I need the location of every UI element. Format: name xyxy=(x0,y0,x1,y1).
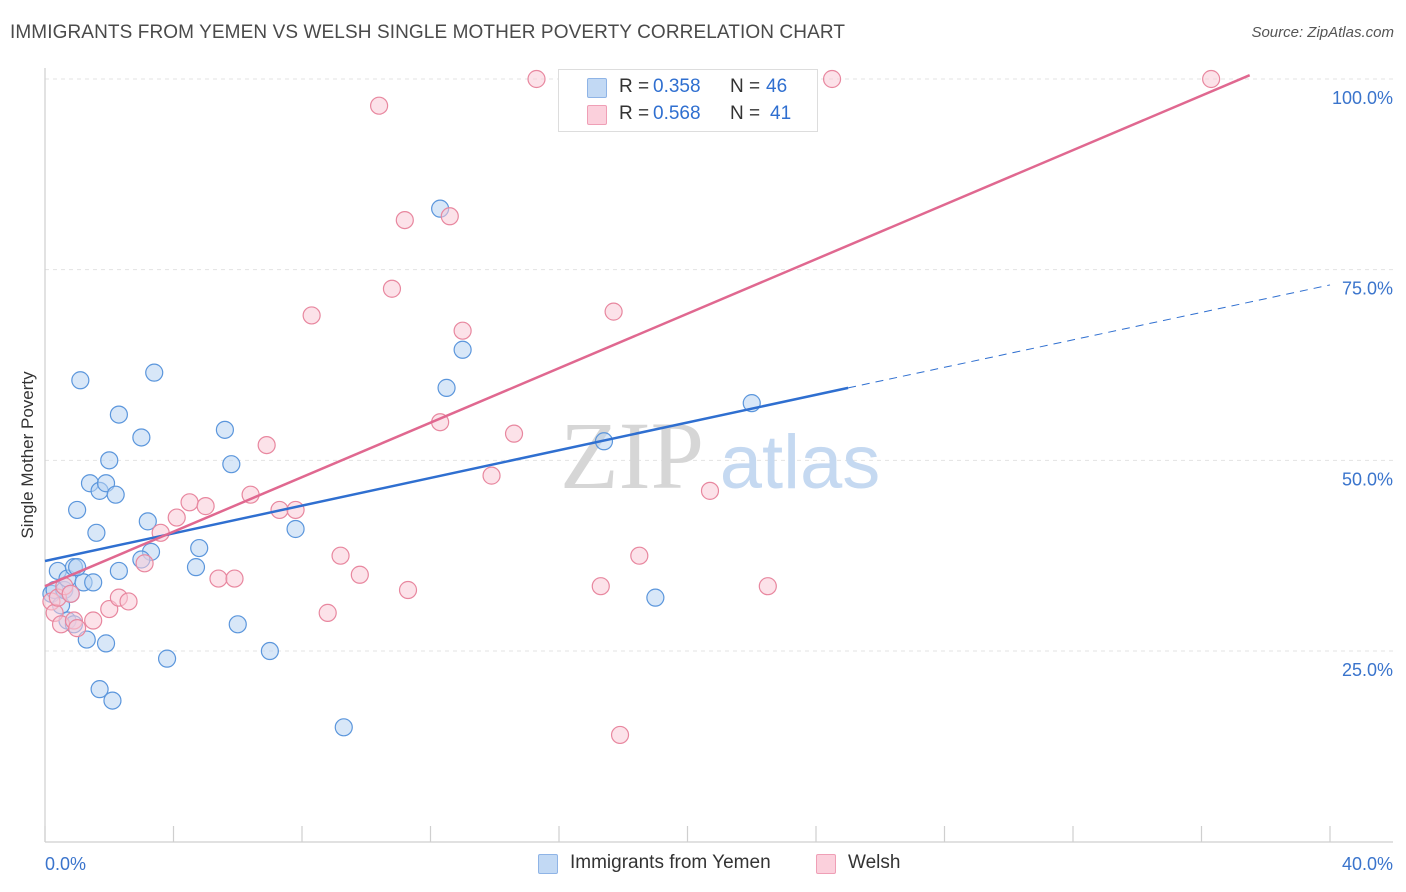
data-point-welsh xyxy=(630,546,649,565)
data-point-yemen xyxy=(334,718,353,737)
data-point-welsh xyxy=(398,580,418,600)
trend-lines xyxy=(44,74,1331,588)
data-point-yemen xyxy=(286,519,305,539)
x-tick-label: 0.0% xyxy=(45,854,86,874)
data-point-welsh xyxy=(119,592,138,611)
n-label: N = xyxy=(730,76,761,97)
data-point-welsh xyxy=(286,500,305,520)
data-point-yemen xyxy=(109,405,128,424)
source-label: Source: ZipAtlas.com xyxy=(1251,24,1394,41)
n-value: 41 xyxy=(770,103,792,124)
data-point-welsh xyxy=(440,207,459,226)
data-point-welsh xyxy=(453,321,472,340)
data-point-welsh xyxy=(209,569,228,588)
n-label: N = xyxy=(730,103,761,124)
legend-label-welsh: Welsh xyxy=(848,852,901,873)
r-label: R = xyxy=(619,103,650,124)
n-value: 46 xyxy=(766,76,788,97)
data-point-welsh xyxy=(382,279,402,298)
x-tick-label: 40.0% xyxy=(1342,854,1393,874)
axes xyxy=(44,68,1393,843)
data-point-welsh xyxy=(700,481,720,500)
data-point-yemen xyxy=(138,512,157,531)
data-point-yemen xyxy=(646,588,665,607)
watermark: ZIP atlas xyxy=(560,402,880,509)
legend-swatch-yemen xyxy=(587,78,607,98)
data-point-welsh xyxy=(257,435,276,455)
data-point-welsh xyxy=(196,497,215,516)
data-point-yemen xyxy=(68,500,87,520)
data-point-welsh xyxy=(318,603,337,622)
data-point-welsh xyxy=(61,584,80,603)
watermark-zip: ZIP xyxy=(560,402,704,509)
legend-swatch-yemen xyxy=(538,854,558,874)
r-value: 0.358 xyxy=(653,76,701,97)
data-point-welsh xyxy=(504,424,524,443)
data-point-welsh xyxy=(395,210,414,230)
legend-label-yemen: Immigrants from Yemen xyxy=(570,852,771,873)
data-point-yemen xyxy=(222,455,241,474)
data-point-yemen xyxy=(106,485,125,504)
r-label: R = xyxy=(619,76,650,97)
data-point-yemen xyxy=(215,420,234,439)
data-point-yemen xyxy=(228,615,247,634)
stats-legend: R = 0.358 N = 46 R = 0.568 N = 41 xyxy=(558,69,818,132)
legend-swatch-welsh xyxy=(816,854,836,874)
chart-title: IMMIGRANTS FROM YEMEN VS WELSH SINGLE MO… xyxy=(10,22,846,43)
y-tick-label: 75.0% xyxy=(1342,279,1393,299)
legend-row-welsh: R = 0.568 N = 41 xyxy=(559,101,817,127)
data-point-welsh xyxy=(331,546,350,565)
data-point-welsh xyxy=(822,69,842,89)
grid-lines xyxy=(45,78,1393,652)
data-point-welsh xyxy=(1202,69,1221,89)
data-point-yemen xyxy=(96,634,116,653)
data-point-welsh xyxy=(68,619,87,638)
trend-line-welsh xyxy=(44,74,1251,588)
data-point-welsh xyxy=(591,577,610,596)
legend-swatch-welsh xyxy=(587,105,607,125)
data-point-welsh xyxy=(758,577,777,596)
data-point-yemen xyxy=(90,680,109,699)
trend-line-yemen xyxy=(44,386,849,563)
data-point-welsh xyxy=(225,569,244,588)
data-point-welsh xyxy=(135,554,154,573)
legend-row-yemen: R = 0.358 N = 46 xyxy=(559,74,817,100)
data-point-yemen xyxy=(145,363,164,382)
data-point-yemen xyxy=(260,641,279,661)
data-point-welsh xyxy=(370,96,389,115)
data-point-yemen xyxy=(132,428,151,447)
data-point-yemen xyxy=(157,649,177,668)
data-point-yemen xyxy=(190,538,209,558)
data-point-welsh xyxy=(482,466,501,485)
watermark-atlas: atlas xyxy=(720,420,881,505)
r-value: 0.568 xyxy=(653,103,701,124)
data-point-yemen xyxy=(453,340,472,359)
data-point-yemen xyxy=(437,378,456,397)
y-tick-label: 50.0% xyxy=(1342,469,1393,489)
tick-labels: 25.0% 50.0% 75.0% 100.0% 0.0% 40.0% xyxy=(45,88,1393,874)
trend-line-extension xyxy=(848,284,1331,389)
data-point-yemen xyxy=(186,558,206,577)
data-point-welsh xyxy=(180,493,199,512)
data-point-welsh xyxy=(350,565,369,584)
data-point-yemen xyxy=(84,573,103,592)
data-point-welsh xyxy=(84,611,103,630)
data-point-yemen xyxy=(100,451,119,470)
data-point-welsh xyxy=(167,508,186,527)
data-point-yemen xyxy=(71,371,90,390)
y-tick-label: 100.0% xyxy=(1332,88,1393,108)
data-point-welsh xyxy=(610,725,630,745)
data-point-yemen xyxy=(109,561,128,581)
y-tick-label: 25.0% xyxy=(1342,660,1393,680)
data-point-welsh xyxy=(302,306,321,325)
data-point-yemen xyxy=(103,691,122,710)
data-point-yemen xyxy=(87,523,106,542)
data-point-welsh xyxy=(604,302,623,321)
data-point-welsh xyxy=(527,69,546,89)
